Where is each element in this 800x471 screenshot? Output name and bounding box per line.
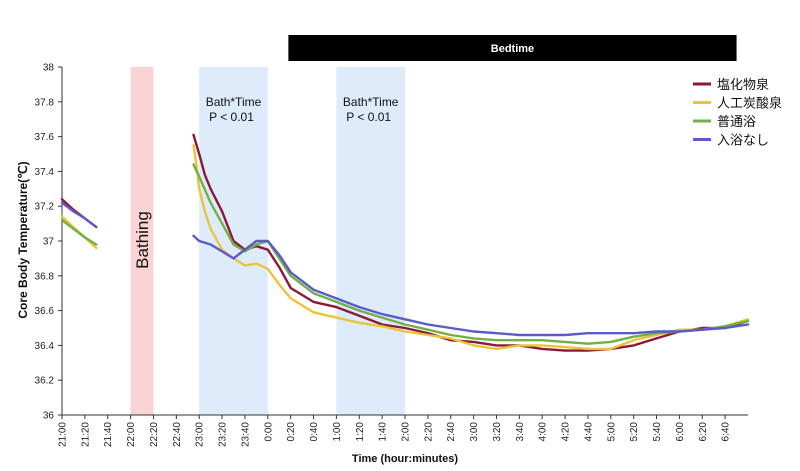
x-tick-label: 3:40 — [515, 422, 526, 442]
x-tick-label: 21:40 — [103, 422, 114, 447]
y-tick-label: 37.8 — [35, 97, 55, 108]
x-tick-label: 0:40 — [309, 422, 320, 442]
y-tick-label: 36.8 — [35, 271, 55, 282]
legend-label-2: 人工炭酸泉 — [717, 96, 782, 111]
series-line-1-segment-2 — [192, 133, 750, 352]
bath-time-2-pvalue: P < 0.01 — [346, 110, 391, 124]
x-tick-label: 6:20 — [698, 422, 709, 442]
x-tick-label: 6:00 — [675, 422, 686, 442]
series-layer — [60, 133, 750, 352]
y-tick-label: 37 — [43, 237, 55, 248]
legend-label-4: 入浴なし — [717, 133, 769, 148]
x-tick-label: 5:40 — [652, 422, 663, 442]
x-tick-label: 23:40 — [240, 422, 251, 447]
y-tick-label: 37.2 — [35, 202, 55, 213]
x-tick-label: 2:20 — [423, 422, 434, 442]
bathing-label: Bathing — [133, 211, 152, 269]
y-tick-label: 37.6 — [35, 132, 55, 143]
y-tick-label: 36.2 — [35, 376, 55, 387]
x-tick-label: 5:00 — [606, 422, 617, 442]
x-tick-label: 0:20 — [286, 422, 297, 442]
legend-label-1: 塩化物泉 — [717, 77, 769, 92]
x-tick-label: 3:20 — [492, 422, 503, 442]
x-tick-label: 4:00 — [538, 422, 549, 442]
x-tick-label: 21:00 — [58, 422, 69, 447]
series-line-3-segment-1 — [60, 218, 98, 246]
axes-layer: 36 36.2 36.4 36.6 36.8 37 37.2 37.4 37.6 37.8 38 21… — [35, 63, 748, 447]
y-tick-label: 36.4 — [35, 341, 55, 352]
x-tick-label: 22:00 — [126, 422, 137, 447]
x-tick-label: 4:40 — [583, 422, 594, 442]
x-tick-label: 4:20 — [561, 422, 572, 442]
bedtime-layer: Bedtime — [288, 35, 737, 61]
y-axis-label: Core Body Temperature(℃) — [16, 161, 30, 318]
x-tick-label: 3:00 — [469, 422, 480, 442]
x-tick-label: 6:40 — [721, 422, 732, 442]
bath-time-1-pvalue: P < 0.01 — [209, 110, 254, 124]
x-tick-label: 2:00 — [401, 422, 412, 442]
x-tick-label: 2:40 — [446, 422, 457, 442]
bath-time-2-label: Bath*Time — [343, 95, 399, 109]
x-tick-label: 5:20 — [629, 422, 640, 442]
series-line-4-segment-2 — [192, 234, 750, 337]
series-line-3-segment-2 — [192, 163, 750, 345]
bedtime-bar — [288, 35, 737, 61]
bathing-band — [130, 67, 154, 415]
x-tick-label: 1:00 — [332, 422, 343, 442]
bedtime-label: Bedtime — [491, 43, 534, 55]
series-line-4-segment-1 — [60, 201, 98, 229]
x-tick-label: 22:20 — [149, 422, 160, 447]
bath-time-1-label: Bath*Time — [206, 95, 262, 109]
x-tick-label: 22:40 — [172, 422, 183, 447]
x-tick-label: 0:00 — [263, 422, 274, 442]
y-tick-label: 36.6 — [35, 306, 55, 317]
y-tick-label: 38 — [43, 63, 55, 74]
x-tick-label: 21:20 — [80, 422, 91, 447]
series-line-2-segment-2 — [192, 144, 750, 351]
y-tick-label: 37.4 — [35, 167, 55, 178]
bath-time-2-band — [336, 67, 405, 415]
x-tick-label: 1:40 — [378, 422, 389, 442]
x-axis-label: Time (hour:minutes) — [352, 453, 458, 465]
x-tick-label: 23:00 — [195, 422, 206, 447]
x-tick-label: 23:20 — [218, 422, 229, 447]
legend-label-3: 普通浴 — [717, 114, 756, 129]
x-tick-label: 1:20 — [355, 422, 366, 442]
y-tick-label: 36 — [43, 411, 55, 422]
